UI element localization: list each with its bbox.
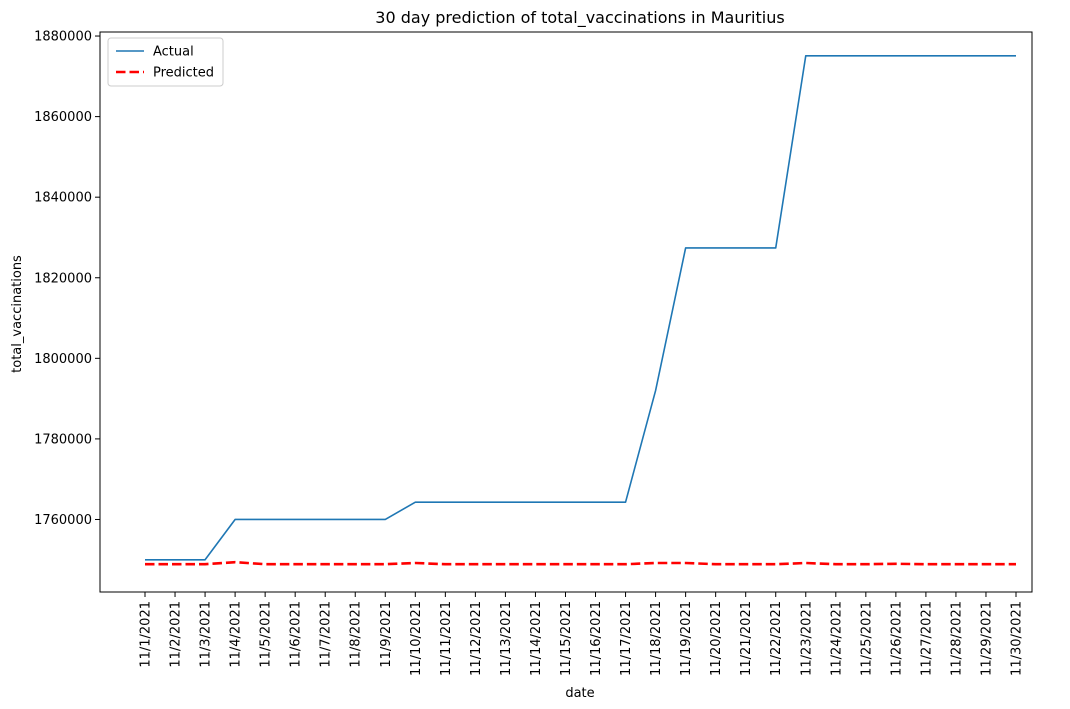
y-axis: 1760000 1780000 1800000 1820000 1840000 18600… [34,30,100,528]
plot-frame [99,31,1033,593]
x-tick-label: 11/27/2021 [919,601,934,676]
x-tick-label: 11/30/2021 [1010,601,1025,676]
series-line-actual [145,54,1016,561]
y-tick-label: 1800000 [34,352,92,367]
x-tick-label: 11/19/2021 [679,601,694,676]
x-tick-label: 11/9/2021 [379,601,394,668]
x-tick-label: 11/16/2021 [589,601,604,676]
x-tick-label: 11/28/2021 [949,601,964,676]
x-tick-label: 11/25/2021 [859,601,874,676]
x-tick-label: 11/20/2021 [709,601,724,676]
x-tick-label: 11/6/2021 [289,601,304,668]
x-tick-label: 11/11/2021 [439,601,454,676]
y-tick-label: 1820000 [34,271,92,286]
x-axis: 11/1/2021 11/2/2021 11/3/2021 11/4/2021 11/5… [139,592,1025,676]
series-layer [145,54,1016,566]
legend-label-actual: Actual [153,45,194,60]
x-tick-label: 11/13/2021 [499,601,514,676]
x-tick-label: 11/4/2021 [229,601,244,668]
legend-label-predicted: Predicted [153,66,214,81]
x-tick-label: 11/23/2021 [799,601,814,676]
series-line-predicted [145,560,1016,566]
chart-title: 30 day prediction of total_vaccinations … [375,8,784,28]
y-tick-label: 1880000 [34,30,92,45]
x-tick-label: 11/3/2021 [199,601,214,668]
x-tick-label: 11/24/2021 [829,601,844,676]
y-axis-label: total_vaccinations [10,255,25,373]
legend-box [107,37,224,87]
x-tick-label: 11/10/2021 [409,601,424,676]
x-tick-label: 11/21/2021 [739,601,754,676]
plot-area [99,31,1033,593]
x-axis-label: date [565,686,594,701]
x-tick-label: 11/17/2021 [619,601,634,676]
x-tick-label: 11/7/2021 [319,601,334,668]
legend: Actual Predicted [107,37,224,87]
x-tick-label: 11/12/2021 [469,601,484,676]
x-tick-label: 11/22/2021 [769,601,784,676]
x-tick-label: 11/15/2021 [559,601,574,676]
x-tick-label: 11/1/2021 [139,601,154,668]
x-tick-label: 11/26/2021 [889,601,904,676]
x-tick-label: 11/18/2021 [649,601,664,676]
x-tick-label: 11/2/2021 [169,601,184,668]
y-tick-label: 1780000 [34,432,92,447]
x-tick-label: 11/29/2021 [979,601,994,676]
y-tick-label: 1860000 [34,110,92,125]
x-tick-label: 11/8/2021 [349,601,364,668]
y-tick-label: 1760000 [34,513,92,528]
y-tick-label: 1840000 [34,191,92,206]
x-tick-label: 11/14/2021 [529,601,544,676]
x-tick-label: 11/5/2021 [259,601,274,668]
